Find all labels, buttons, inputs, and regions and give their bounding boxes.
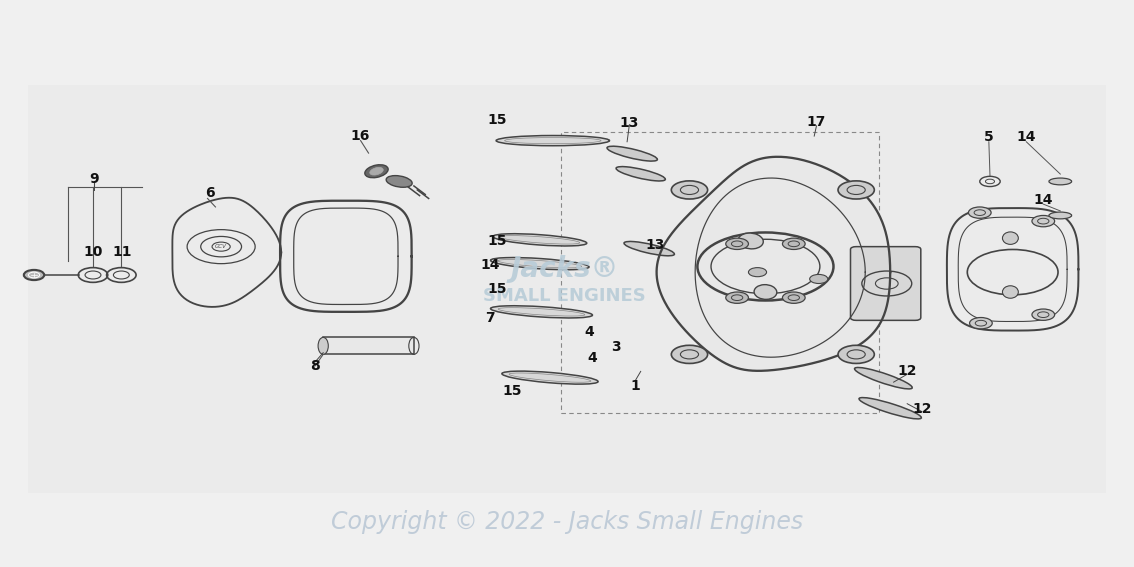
Text: 14: 14 (1016, 130, 1036, 144)
Circle shape (970, 318, 992, 329)
Text: 9: 9 (90, 172, 99, 185)
Polygon shape (657, 157, 890, 371)
Text: 8: 8 (311, 359, 320, 373)
Text: GCV: GCV (215, 244, 227, 249)
Ellipse shape (738, 233, 763, 249)
Circle shape (1032, 309, 1055, 320)
Text: 1: 1 (631, 379, 640, 392)
Text: Copyright © 2022 - Jacks Small Engines: Copyright © 2022 - Jacks Small Engines (331, 510, 803, 534)
Circle shape (24, 270, 44, 280)
Ellipse shape (387, 176, 412, 187)
FancyBboxPatch shape (850, 247, 921, 320)
Text: Jacks®: Jacks® (510, 255, 619, 284)
Text: SMALL ENGINES: SMALL ENGINES (483, 287, 646, 305)
Circle shape (838, 345, 874, 363)
Ellipse shape (855, 367, 912, 389)
Text: 15: 15 (486, 234, 507, 248)
Ellipse shape (1049, 178, 1072, 185)
Circle shape (726, 292, 748, 303)
Text: 16: 16 (350, 129, 371, 143)
Circle shape (726, 238, 748, 249)
Circle shape (838, 181, 874, 199)
Ellipse shape (1002, 232, 1018, 244)
Text: 14: 14 (480, 258, 500, 272)
Ellipse shape (365, 165, 388, 177)
FancyBboxPatch shape (28, 85, 1106, 493)
Text: 13: 13 (645, 238, 666, 252)
Text: 10: 10 (83, 246, 103, 259)
Ellipse shape (1002, 286, 1018, 298)
Text: 17: 17 (806, 115, 827, 129)
Circle shape (810, 274, 828, 284)
Ellipse shape (497, 136, 610, 146)
Text: 7: 7 (485, 311, 494, 324)
Ellipse shape (607, 146, 658, 161)
Circle shape (782, 292, 805, 303)
Circle shape (748, 268, 767, 277)
Circle shape (782, 238, 805, 249)
Circle shape (671, 181, 708, 199)
Ellipse shape (491, 306, 592, 318)
Ellipse shape (616, 167, 666, 181)
Text: 4: 4 (585, 325, 594, 338)
Ellipse shape (370, 167, 383, 175)
Text: 15: 15 (486, 113, 507, 127)
Ellipse shape (502, 371, 598, 384)
Text: 3: 3 (611, 340, 620, 354)
Ellipse shape (860, 397, 921, 419)
Text: 11: 11 (112, 246, 133, 259)
FancyBboxPatch shape (323, 337, 414, 354)
Text: 5: 5 (984, 130, 993, 144)
Ellipse shape (754, 285, 777, 299)
Ellipse shape (624, 242, 675, 256)
Circle shape (1032, 215, 1055, 227)
Text: 6: 6 (205, 186, 214, 200)
Ellipse shape (491, 257, 589, 270)
Ellipse shape (1049, 212, 1072, 219)
Ellipse shape (493, 234, 586, 246)
Text: 12: 12 (897, 365, 917, 378)
Text: 13: 13 (619, 116, 640, 130)
Text: 4: 4 (587, 352, 596, 365)
Text: 14: 14 (1033, 193, 1053, 206)
Circle shape (968, 207, 991, 218)
Text: 15: 15 (502, 384, 523, 398)
Text: 12: 12 (912, 403, 932, 416)
Circle shape (671, 345, 708, 363)
Text: 15: 15 (486, 282, 507, 296)
Ellipse shape (318, 337, 329, 354)
